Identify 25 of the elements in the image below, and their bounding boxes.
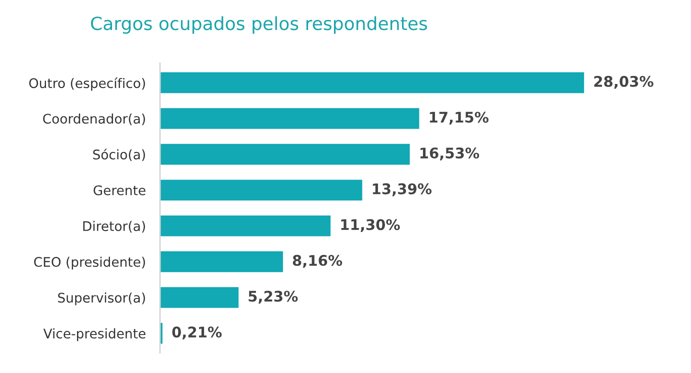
bar — [160, 322, 164, 346]
bar — [160, 70, 586, 94]
data-label: 13,39% — [372, 183, 432, 196]
bar — [160, 214, 332, 238]
bar — [160, 178, 364, 202]
data-label: 0,21% — [172, 326, 222, 340]
y-tick-label: Coordenador(a) — [43, 113, 145, 126]
y-tick-label: Vice-presidente — [43, 328, 146, 342]
data-label: 5,23% — [248, 290, 298, 304]
data-label: 16,53% — [420, 147, 480, 160]
y-tick-label: Gerente — [94, 185, 146, 196]
chart-title: Cargos ocupados pelos respondentes — [91, 16, 428, 34]
y-tick-label: Sócio(a) — [93, 148, 145, 162]
data-label: 8,16% — [292, 254, 342, 268]
data-label: 28,03% — [594, 76, 654, 89]
y-tick-label: CEO (presidente) — [34, 256, 145, 270]
bar — [160, 106, 421, 130]
bar — [160, 250, 284, 274]
y-tick-label: Supervisor(a) — [58, 292, 145, 306]
bar — [160, 286, 240, 310]
data-label: 11,30% — [341, 219, 400, 232]
y-tick-label: Diretor(a) — [83, 220, 145, 233]
bar — [160, 142, 412, 166]
y-tick-label: Outro (específico) — [29, 77, 145, 91]
data-label: 17,15% — [430, 112, 489, 125]
